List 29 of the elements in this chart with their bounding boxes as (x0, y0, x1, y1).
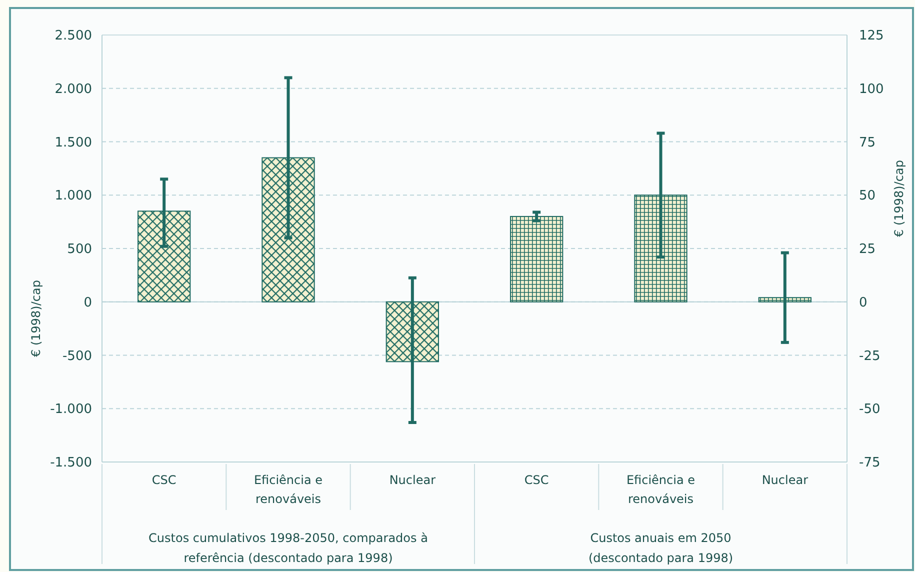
y-tick-label: -1.500 (50, 456, 92, 471)
y2-tick-label: 0 (859, 295, 868, 310)
y-tick-label: -1.000 (50, 402, 92, 418)
y2-tick-label: 25 (859, 242, 876, 258)
x-tick-label: Eficiência e renováveis (254, 473, 323, 506)
x-tick-label: Eficiência e renováveis (626, 473, 696, 506)
y-tick-label: -500 (62, 348, 92, 364)
x-tick-label: CSC (524, 473, 549, 487)
y-tick-label: 1.000 (54, 188, 92, 204)
y-tick-label: 500 (67, 242, 92, 258)
y-tick-label: 2.500 (54, 28, 92, 44)
y2-tick-label: -25 (859, 348, 880, 364)
y2-axis-title: € (1998)/cap (892, 160, 906, 237)
bar (510, 216, 564, 302)
y2-tick-label: 125 (859, 28, 884, 44)
y2-tick-label: -50 (859, 402, 880, 418)
y2-tick-label: 50 (859, 188, 876, 204)
y2-tick-label: -75 (859, 456, 880, 471)
y-tick-label: 2.000 (54, 82, 92, 97)
x-tick-label: CSC (152, 473, 176, 487)
x-tick-label: Nuclear (762, 473, 808, 487)
y2-tick-label: 75 (859, 135, 876, 150)
x-tick-label: Nuclear (389, 473, 436, 487)
text: Custos anuais em 2050 (descontado para 1998) (588, 531, 734, 565)
y-tick-label: 0 (84, 295, 92, 310)
y-axis-title: € (1998)/cap (29, 280, 43, 357)
y-tick-label: 1.500 (54, 135, 92, 150)
text: Custos cumulativos 1998-2050, comparados à referência (descontado para 1998) (148, 531, 428, 565)
y2-tick-label: 100 (859, 82, 884, 97)
